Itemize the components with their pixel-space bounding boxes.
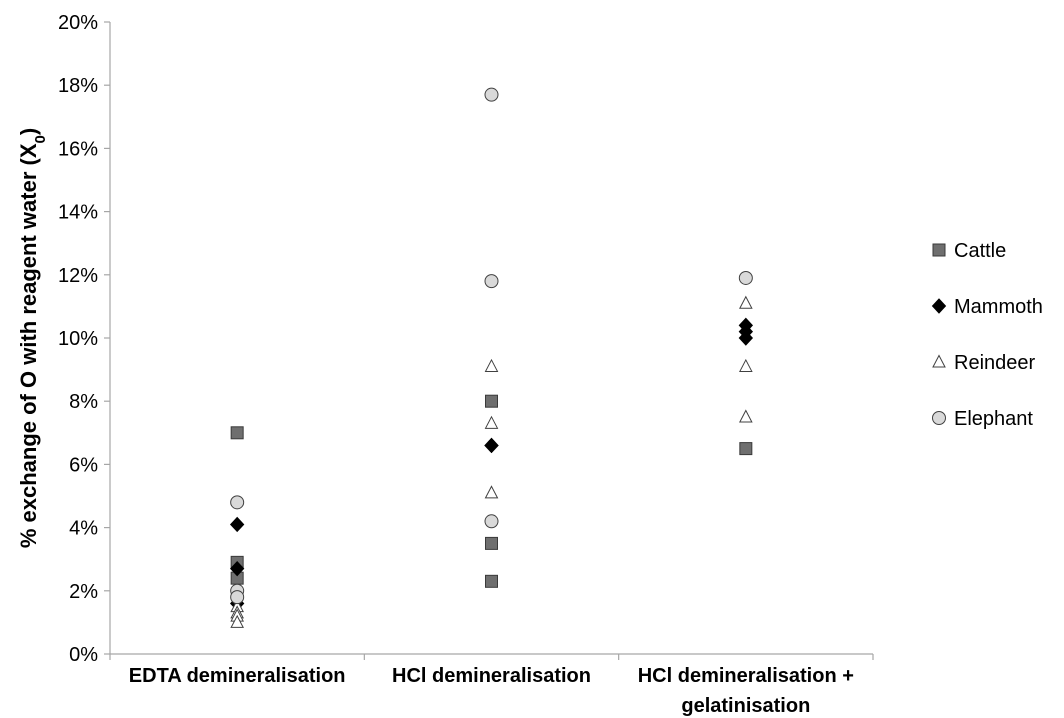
y-tick-label: 0%: [69, 644, 98, 666]
y-tick-label: 18%: [58, 75, 98, 97]
data-point-mammoth: [484, 437, 499, 454]
legend-marker-mammoth: [931, 298, 947, 314]
legend: Cattle Mammoth Reindeer Elephant: [931, 240, 1043, 430]
legend-marker-cattle: [932, 243, 946, 257]
x-category-label: HCl demineralisation: [392, 665, 591, 687]
data-point-cattle: [739, 442, 753, 456]
data-point-cattle: [485, 536, 498, 550]
x-category-label: HCl demineralisation +: [638, 665, 854, 687]
y-axis-ticks: 0% 2% 4% 6% 8% 10% 12% 14% 16% 18% 20%: [58, 12, 110, 666]
y-tick-label: 2%: [69, 581, 98, 603]
data-point-reindeer: [484, 485, 499, 499]
data-point-elephant: [484, 274, 499, 289]
data-point-elephant: [484, 514, 499, 529]
y-tick-label: 4%: [69, 518, 98, 540]
y-tick-label: 10%: [58, 328, 98, 350]
x-category-label: gelatinisation: [681, 695, 810, 717]
legend-label-cattle: Cattle: [954, 240, 1006, 262]
legend-label-reindeer: Reindeer: [954, 352, 1036, 374]
y-tick-label: 20%: [58, 12, 98, 34]
y-tick-label: 14%: [58, 202, 98, 224]
category-labels: EDTA demineralisation HCl demineralisatio…: [129, 665, 854, 717]
y-tick-label: 16%: [58, 138, 98, 160]
y-tick-label: 6%: [69, 454, 98, 476]
data-point-reindeer: [484, 358, 499, 372]
data-point-reindeer: [739, 358, 753, 372]
data-point-reindeer: [739, 409, 753, 423]
legend-label-elephant: Elephant: [954, 408, 1033, 430]
legend-marker-reindeer: [932, 354, 946, 368]
data-point-reindeer: [484, 415, 499, 429]
data-point-mammoth: [229, 516, 245, 533]
data-point-cattle: [485, 574, 498, 588]
y-tick-label: 8%: [69, 391, 98, 413]
data-point-elephant: [738, 270, 753, 285]
data-point-cattle: [230, 426, 244, 440]
data-points: [229, 87, 754, 628]
data-point-reindeer: [230, 614, 244, 628]
data-point-elephant: [230, 590, 245, 605]
x-category-label: EDTA demineralisation: [129, 665, 346, 687]
axes: [109, 22, 874, 660]
y-tick-label: 12%: [58, 265, 98, 287]
data-point-elephant: [484, 87, 499, 102]
data-point-mammoth: [738, 317, 754, 334]
data-point-cattle: [485, 394, 498, 408]
data-point-reindeer: [739, 295, 753, 309]
legend-label-mammoth: Mammoth: [954, 296, 1043, 318]
legend-marker-elephant: [932, 411, 946, 425]
data-point-mammoth: [229, 560, 245, 577]
data-point-elephant: [230, 495, 245, 510]
y-axis-label: % exchange of O with reagent water (X0): [16, 128, 49, 548]
